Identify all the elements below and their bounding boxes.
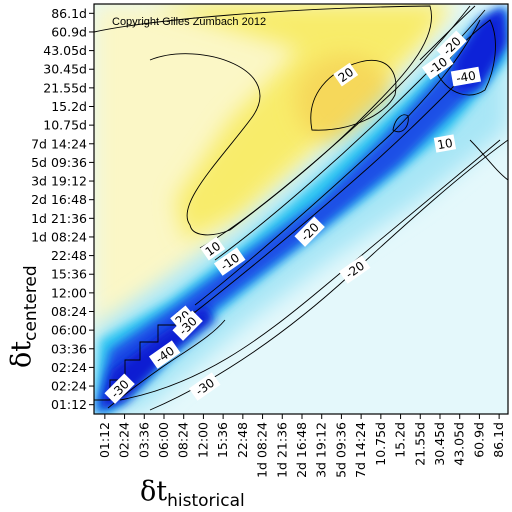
x-tick-label: 12:00 [195,422,210,458]
contour-label-background [333,62,359,87]
y-tick-label: 22:48 [51,248,87,263]
x-tick-label: 22:48 [235,422,250,458]
contour-label-text: -40 [455,68,477,85]
y-tick-label: 01:12 [51,397,87,412]
contour-label-background [200,236,226,261]
y-tick-label: 30.45d [43,62,87,77]
contour-label-background [148,340,181,369]
svg-text:δthistorical: δthistorical [140,476,245,511]
x-tick-label: 15:36 [215,422,230,458]
contour-minus20-top [419,5,476,61]
x-tick-label: 03:36 [136,422,151,458]
contour-minus30-band [184,79,461,321]
y-tick-label: 08:24 [51,304,87,319]
contour-label-background [213,247,246,276]
x-tick-label: 06:00 [156,422,171,458]
y-tick-label: 43.05d [43,43,87,58]
plot-frame [93,3,509,415]
x-tick-label: 15.2d [393,422,408,458]
x-tick-label: 10.75d [373,422,388,466]
contour-minus20-lower [119,139,501,401]
contour-small-island [392,114,409,133]
copyright-annotation: Copyright Gilles Zumbach 2012 [112,16,266,28]
x-tick-label: 5d 09:36 [333,422,348,478]
x-axis-ticks: 01:12 02:24 03:36 06:00 08:24 12:00 15:36 22:48… [97,414,506,478]
positive-region-inner [150,4,450,240]
y-tick-label: 86.1d [51,6,87,21]
y-tick-label: 2d 16:48 [31,192,87,207]
y-tick-label: 5d 09:36 [31,155,87,170]
contour-minus20-band [194,19,481,306]
svg-text:δtcentered: δtcentered [6,265,41,368]
x-tick-label: 21.55d [412,422,427,466]
y-tick-label: 10.75d [43,118,87,133]
x-tick-label: 30.45d [432,422,447,466]
y-tick-label: 7d 14:24 [31,136,87,151]
x-tick-label: 1d 21:36 [274,422,289,478]
y-tick-label: 02:24 [51,379,87,394]
contour-label-background [104,373,135,404]
contour-label-background [450,66,482,87]
contour-label-background [170,305,196,330]
contour-label-background [294,216,325,247]
x-tick-label: 7d 14:24 [353,422,368,478]
contour-label-background [188,372,221,401]
contour-right-edge [469,139,508,181]
x-tick-label: 86.1d [491,422,506,458]
y-axis-ticks: 01:12 02:24 02:24 03:36 06:00 08:24 12:00 15:36… [31,6,94,412]
y-tick-label: 15:36 [51,267,87,282]
contour-label-background [338,255,371,284]
x-tick-label: 2d 16:48 [294,422,309,478]
x-axis-title: δthistorical [140,476,245,511]
y-tick-label: 21.55d [43,80,87,95]
contour-20 [310,60,397,131]
contour-label-text: 10 [436,136,453,152]
y-tick-label: 06:00 [51,323,87,338]
x-tick-label: 1d 08:24 [255,422,270,478]
y-tick-label: 15.2d [51,99,87,114]
y-tick-label: 1d 21:36 [31,211,87,226]
x-axis-symbol: δt [140,476,167,507]
x-tick-label: 3d 19:12 [314,422,329,478]
contour-label: -40 [450,66,482,87]
contour-label-background [436,30,467,61]
y-tick-label: 3d 19:12 [31,174,87,189]
y-tick-label: 12:00 [51,285,87,300]
x-tick-label: 08:24 [176,422,191,458]
y-tick-label: 03:36 [51,341,87,356]
contour-label-background [433,134,457,153]
x-axis-subscript: historical [167,491,245,511]
x-tick-label: 02:24 [117,422,132,458]
contour-label-background [172,310,203,341]
y-tick-label: 60.9d [51,24,87,39]
y-axis-subscript: centered [21,265,41,341]
y-axis-title: δtcentered [6,265,41,368]
y-tick-label: 1d 08:24 [31,229,87,244]
x-tick-label: 43.05d [452,422,467,466]
contour-label: 10 [433,134,457,153]
contour-minus10-upper [214,9,486,261]
x-tick-label: 60.9d [471,422,486,458]
x-tick-label: 01:12 [97,422,112,458]
contour-minus40-lower [107,319,226,409]
y-tick-label: 02:24 [51,360,87,375]
y-axis-symbol: δt [6,341,37,368]
